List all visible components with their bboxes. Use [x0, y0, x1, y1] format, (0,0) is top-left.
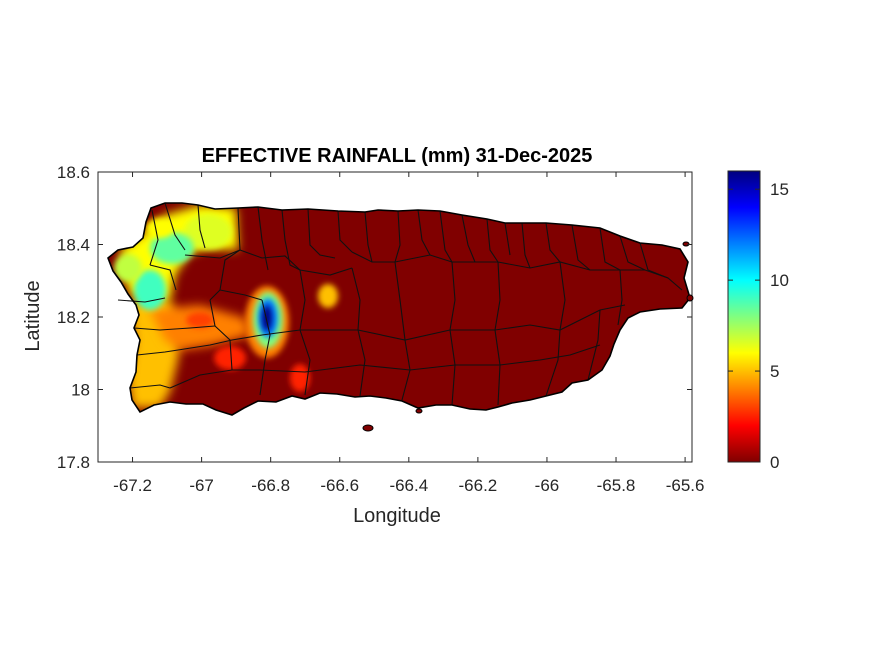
municipal-borders [117, 202, 683, 406]
municipal-border [494, 261, 501, 331]
x-tick-label: -66.6 [320, 476, 359, 495]
x-tick-label: -66 [535, 476, 560, 495]
islet [362, 424, 374, 432]
municipal-border [439, 210, 453, 263]
municipal-border [351, 267, 361, 331]
x-axis-label: Longitude [353, 505, 441, 527]
islet [686, 294, 694, 302]
municipal-border [129, 384, 171, 389]
rainfall-patch [150, 232, 194, 264]
rainfall-patch [290, 364, 310, 392]
municipal-border [394, 210, 401, 263]
municipal-border [599, 227, 621, 271]
y-axis: 17.8 18 18.2 18.4 18.6 [57, 163, 692, 472]
municipal-border [299, 329, 311, 396]
municipal-border [504, 222, 511, 256]
x-tick-label: -65.8 [597, 476, 636, 495]
municipal-border [545, 329, 561, 397]
municipal-border [497, 261, 591, 271]
chart-title: EFFECTIVE RAINFALL (mm) 31-Dec-2025 [202, 145, 593, 167]
municipal-border [571, 224, 591, 271]
municipal-border [133, 325, 216, 331]
island-base [108, 203, 690, 415]
municipal-border [461, 214, 476, 263]
colorbar-tick-label: 5 [770, 362, 779, 381]
municipal-border [619, 235, 646, 271]
colorbar-gradient [727, 170, 761, 463]
rainfall-map [107, 202, 694, 432]
colorbar-tick-label: 10 [770, 271, 789, 290]
municipal-border [417, 209, 431, 256]
municipal-border [299, 267, 353, 276]
y-tick-label: 18.4 [57, 236, 90, 255]
municipal-border [450, 304, 626, 331]
municipal-border [239, 249, 301, 271]
x-tick-label: -66.8 [251, 476, 290, 495]
y-axis-label: Latitude [22, 280, 44, 351]
y-tick-label: 18 [71, 381, 90, 400]
municipal-border [299, 269, 306, 331]
x-tick-label: -67 [189, 476, 214, 495]
municipal-border [545, 222, 561, 263]
municipal-border [357, 329, 366, 397]
municipal-border [219, 289, 263, 301]
y-tick-label: 18.6 [57, 163, 90, 182]
municipal-border [429, 254, 498, 263]
municipal-border [617, 269, 623, 326]
municipal-border [559, 261, 566, 331]
rainfall-patch [186, 312, 214, 328]
municipal-border [169, 344, 601, 389]
municipal-border [394, 261, 406, 341]
rainfall-field [114, 205, 338, 408]
municipal-border [521, 222, 531, 269]
rainfall-patch [114, 254, 142, 282]
municipal-border [590, 269, 683, 291]
municipal-border [486, 218, 499, 263]
municipal-border [197, 204, 206, 249]
municipal-border [307, 208, 336, 259]
municipal-border [117, 297, 166, 303]
rainfall-patch [134, 270, 166, 310]
rainfall-patch [184, 214, 232, 250]
rainfall-patch [214, 346, 246, 370]
municipal-border [209, 299, 233, 371]
municipal-border [184, 249, 241, 259]
municipal-border [257, 206, 269, 271]
rainfall-patch [146, 218, 174, 238]
colorbar-ticks: 0 5 10 15 [728, 180, 789, 472]
colorbar: 0 5 10 15 [727, 170, 789, 472]
x-tick-label: -67.2 [113, 476, 152, 495]
colorbar-tick-label: 0 [770, 453, 779, 472]
municipal-border [149, 209, 159, 266]
coastline [107, 202, 691, 416]
municipal-border [177, 334, 263, 351]
municipal-border [351, 251, 431, 263]
x-tick-label: -66.2 [459, 476, 498, 495]
municipal-border [209, 207, 241, 301]
municipal-border [136, 349, 179, 356]
municipal-border [259, 299, 271, 396]
municipal-border [587, 309, 601, 381]
islet [415, 408, 423, 414]
municipal-border [281, 209, 301, 271]
municipal-border [449, 261, 456, 331]
x-tick-label: -66.4 [389, 476, 428, 495]
x-tick-label: -65.6 [666, 476, 705, 495]
municipal-border [149, 264, 177, 291]
x-axis: -67.2 -67 -66.8 -66.6 -66.4 -66.2 -66 -65.8 -65.… [113, 172, 704, 495]
colorbar-tick-label: 15 [770, 180, 789, 199]
municipal-border [164, 202, 186, 251]
municipal-border [337, 210, 353, 253]
rainfall-patch [318, 284, 338, 308]
y-tick-label: 18.2 [57, 308, 90, 327]
municipal-border [364, 211, 373, 263]
municipal-border [261, 329, 451, 341]
y-tick-label: 17.8 [57, 453, 90, 472]
